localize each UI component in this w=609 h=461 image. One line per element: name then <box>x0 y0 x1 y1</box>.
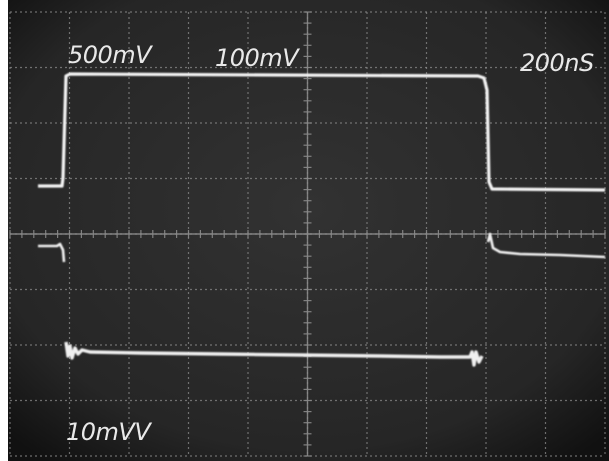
graticule <box>9 11 606 457</box>
trace-channel-2 <box>38 232 606 263</box>
traces <box>38 72 606 367</box>
channel-1-scale-label: 500mV <box>68 41 153 69</box>
trace-channel-1 <box>38 72 606 192</box>
timebase-label: 200nS <box>520 49 594 77</box>
channel-2-scale-label: 100mV <box>215 44 300 72</box>
channel-3-scale-label: 10mVV <box>66 418 152 446</box>
trace-channel-3 <box>64 341 484 367</box>
screen-left-edge <box>0 0 8 461</box>
